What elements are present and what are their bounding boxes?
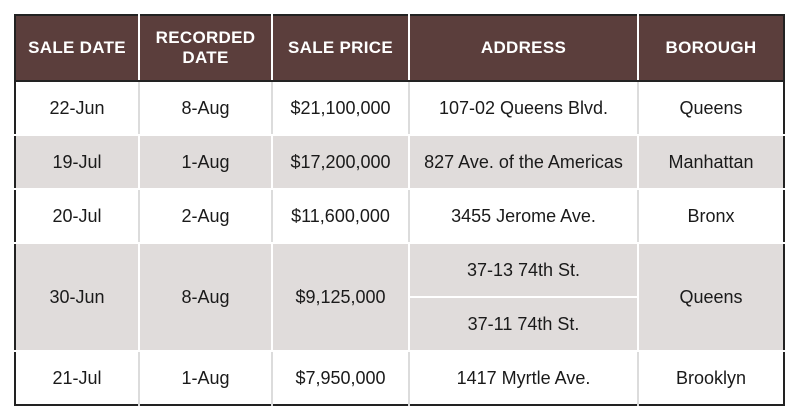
- cell-sale-price: $21,100,000: [271, 81, 410, 136]
- cell-recorded-date: 2-Aug: [138, 189, 273, 244]
- cell-borough: Manhattan: [637, 135, 784, 190]
- cell-sale-price: $11,600,000: [271, 189, 410, 244]
- cell-recorded-date: 8-Aug: [138, 81, 273, 136]
- cell-recorded-date: 8-Aug: [138, 243, 273, 352]
- cell-recorded-date: 1-Aug: [138, 135, 273, 190]
- header-recorded-date-line1: RECORDED: [155, 28, 256, 47]
- header-row: SALE DATE RECORDED DATE SALE PRICE ADDRE…: [15, 15, 784, 82]
- cell-borough: Bronx: [637, 189, 784, 244]
- header-sale-date: SALE DATE: [15, 15, 140, 82]
- header-borough: BOROUGH: [637, 15, 784, 82]
- table-row: 20-Jul 2-Aug $11,600,000 3455 Jerome Ave…: [15, 189, 784, 244]
- cell-address: 37-13 74th St.: [408, 243, 639, 298]
- table-row: 22-Jun 8-Aug $21,100,000 107-02 Queens B…: [15, 81, 784, 136]
- cell-borough: Queens: [637, 81, 784, 136]
- cell-borough: Brooklyn: [637, 351, 784, 405]
- header-sale-price: SALE PRICE: [271, 15, 410, 82]
- cell-address: 37-11 74th St.: [409, 297, 638, 352]
- cell-address: 827 Ave. of the Americas: [408, 135, 639, 190]
- cell-address: 3455 Jerome Ave.: [408, 189, 639, 244]
- header-address: ADDRESS: [408, 15, 639, 82]
- table-row: 19-Jul 1-Aug $17,200,000 827 Ave. of the…: [15, 135, 784, 190]
- header-recorded-date-line2: DATE: [182, 48, 229, 67]
- table-row: 30-Jun 8-Aug $9,125,000 37-13 74th St. Q…: [15, 243, 784, 352]
- cell-recorded-date: 1-Aug: [138, 351, 273, 405]
- cell-address: 107-02 Queens Blvd.: [408, 81, 639, 136]
- cell-sale-date: 20-Jul: [15, 189, 140, 244]
- property-sales-table: SALE DATE RECORDED DATE SALE PRICE ADDRE…: [14, 14, 785, 406]
- cell-address: 1417 Myrtle Ave.: [408, 351, 639, 405]
- header-recorded-date: RECORDED DATE: [138, 15, 273, 82]
- cell-sale-date: 19-Jul: [15, 135, 140, 190]
- cell-borough: Queens: [637, 243, 784, 352]
- cell-sale-date: 21-Jul: [15, 351, 140, 405]
- cell-sale-price: $17,200,000: [271, 135, 410, 190]
- cell-sale-date: 30-Jun: [15, 243, 140, 352]
- cell-sale-date: 22-Jun: [15, 81, 140, 136]
- cell-sale-price: $9,125,000: [271, 243, 410, 352]
- cell-sale-price: $7,950,000: [271, 351, 410, 405]
- table-row: 37-11 74th St.: [15, 297, 784, 352]
- table-row: 21-Jul 1-Aug $7,950,000 1417 Myrtle Ave.…: [15, 351, 784, 405]
- sales-table-container: SALE DATE RECORDED DATE SALE PRICE ADDRE…: [14, 14, 785, 406]
